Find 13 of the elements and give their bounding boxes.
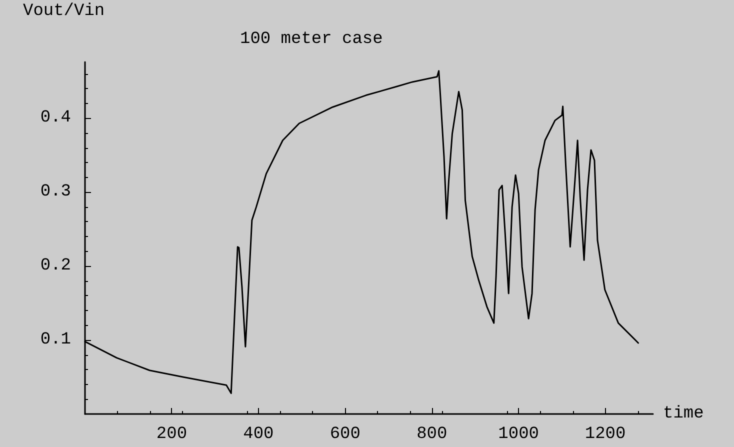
y-tick-label: 0.2 bbox=[40, 256, 71, 276]
x-tick-label: 800 bbox=[416, 425, 448, 444]
x-axis-title: time bbox=[663, 404, 704, 424]
chart-title: 100 meter case bbox=[240, 30, 383, 49]
y-tick-label: 0.4 bbox=[40, 108, 71, 128]
y-tick-label: 0.3 bbox=[40, 182, 71, 202]
x-tick-label: 1000 bbox=[498, 425, 539, 444]
x-tick-label: 600 bbox=[330, 425, 360, 444]
y-tick-label: 0.1 bbox=[40, 330, 71, 350]
y-axis-title: Vout/Vin bbox=[23, 2, 105, 21]
x-tick-label: 400 bbox=[243, 425, 274, 444]
x-tick-label: 1200 bbox=[584, 425, 626, 444]
x-tick-label: 200 bbox=[156, 425, 188, 444]
